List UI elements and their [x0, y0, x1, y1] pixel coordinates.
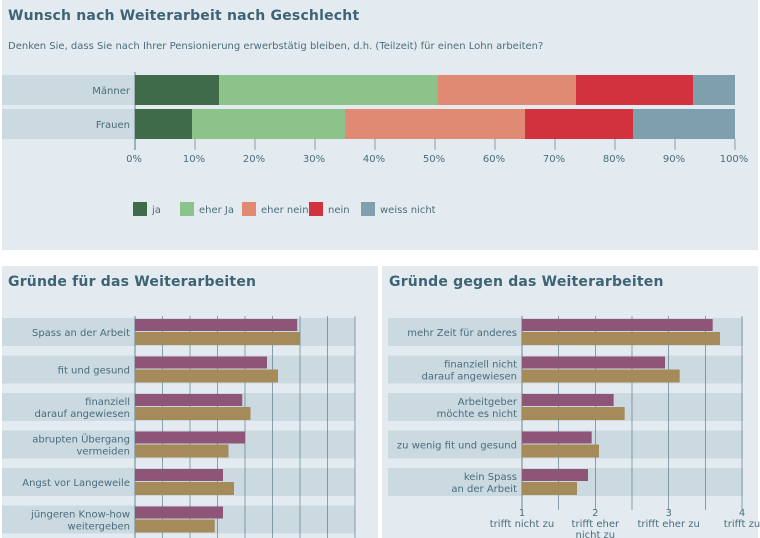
bar-segment [693, 75, 735, 105]
bar-segment [135, 109, 192, 139]
legend-label: ja [151, 205, 161, 216]
row-band [2, 75, 135, 105]
bar-series-1 [522, 431, 592, 444]
category-label: Männer [92, 86, 131, 97]
x-tick-label: 90% [663, 154, 685, 165]
category-label: weitergeben [68, 522, 130, 533]
bar-series-2 [522, 482, 577, 495]
category-label: Spass an der Arbeit [32, 328, 130, 339]
category-label: abrupten Übergang [32, 433, 130, 446]
bar-segment [633, 109, 735, 139]
x-tick-label: trifft eher [572, 519, 620, 530]
category-label: fit und gesund [58, 366, 130, 377]
x-tick-label: 30% [303, 154, 325, 165]
bar-series-2 [135, 407, 251, 420]
bar-series-1 [522, 319, 713, 331]
category-label: kein Spass [464, 472, 517, 483]
chart-title-wunsch: Wunsch nach Weiterarbeit nach Geschlecht [8, 8, 360, 24]
legend-label: eher Ja [199, 205, 234, 216]
category-label: mehr Zeit für anderes [407, 328, 517, 339]
x-tick-label: 50% [423, 154, 445, 165]
bar-series-2 [135, 369, 278, 383]
bar-series-2 [522, 407, 625, 420]
x-tick-number: 3 [665, 508, 671, 519]
x-tick-number: 4 [739, 508, 745, 519]
category-label: jüngeren Know-how [30, 510, 130, 521]
bar-segment [525, 109, 633, 139]
category-label: an der Arbeit [451, 484, 517, 495]
bar-segment [192, 109, 345, 139]
x-tick-number: 2 [592, 508, 598, 519]
x-tick-label: trifft eher zu [638, 519, 700, 530]
bar-series-1 [135, 319, 298, 331]
bar-series-2 [522, 444, 599, 458]
category-label: zu wenig fit und gesund [397, 441, 517, 452]
category-label: finanziell nicht [444, 360, 517, 371]
bar-series-2 [522, 332, 720, 345]
bar-segment [219, 75, 438, 105]
legend-swatch [180, 202, 194, 216]
bar-series-2 [135, 482, 234, 495]
category-label: möchte es nicht [437, 409, 517, 420]
legend-swatch [242, 202, 256, 216]
chart-title-gruende-gegen: Gründe gegen das Weiterarbeiten [389, 274, 664, 290]
bar-series-2 [135, 519, 215, 533]
x-tick-label: 20% [243, 154, 265, 165]
legend-label: weiss nicht [380, 205, 436, 216]
category-label: vermeiden [76, 447, 130, 458]
category-label: darauf angewiesen [421, 372, 517, 383]
row-band [2, 109, 135, 139]
bar-series-1 [522, 394, 614, 406]
category-label: Arbeitgeber [458, 397, 518, 408]
bar-series-1 [135, 506, 223, 519]
bar-series-2 [522, 369, 680, 383]
bar-series-1 [135, 469, 223, 481]
bar-series-1 [135, 431, 245, 444]
x-tick-label: trifft zu [724, 519, 760, 530]
x-tick-label: 60% [483, 154, 505, 165]
category-label: Angst vor Langeweile [22, 478, 130, 489]
legend-swatch [361, 202, 375, 216]
bar-series-1 [522, 469, 588, 481]
x-tick-label: 70% [543, 154, 565, 165]
chart-title-gruende-fuer: Gründe für das Weiterarbeiten [8, 274, 257, 290]
bar-series-1 [522, 356, 665, 369]
bar-segment [576, 75, 693, 105]
bar-series-2 [135, 332, 300, 345]
x-tick-label: 80% [603, 154, 625, 165]
legend-label: nein [328, 205, 350, 216]
x-tick-label: trifft nicht zu [490, 519, 554, 530]
x-tick-label: 0% [126, 154, 142, 165]
bar-segment [438, 75, 576, 105]
legend-swatch [309, 202, 323, 216]
bar-series-1 [135, 356, 267, 369]
x-tick-label: nicht zu [576, 530, 616, 538]
legend-swatch [133, 202, 147, 216]
bar-segment [135, 75, 219, 105]
chart-subtitle-wunsch: Denken Sie, dass Sie nach Ihrer Pensioni… [8, 41, 544, 52]
x-tick-label: 40% [363, 154, 385, 165]
category-label: Frauen [96, 120, 130, 131]
category-label: finanziell [85, 397, 130, 408]
bar-segment [345, 109, 525, 139]
x-tick-label: 10% [183, 154, 205, 165]
legend-label: eher nein [261, 205, 309, 216]
bar-series-2 [135, 444, 229, 458]
x-tick-number: 1 [519, 508, 525, 519]
x-tick-label: 100% [720, 154, 749, 165]
category-label: darauf angewiesen [34, 409, 130, 420]
bar-series-1 [135, 394, 243, 406]
